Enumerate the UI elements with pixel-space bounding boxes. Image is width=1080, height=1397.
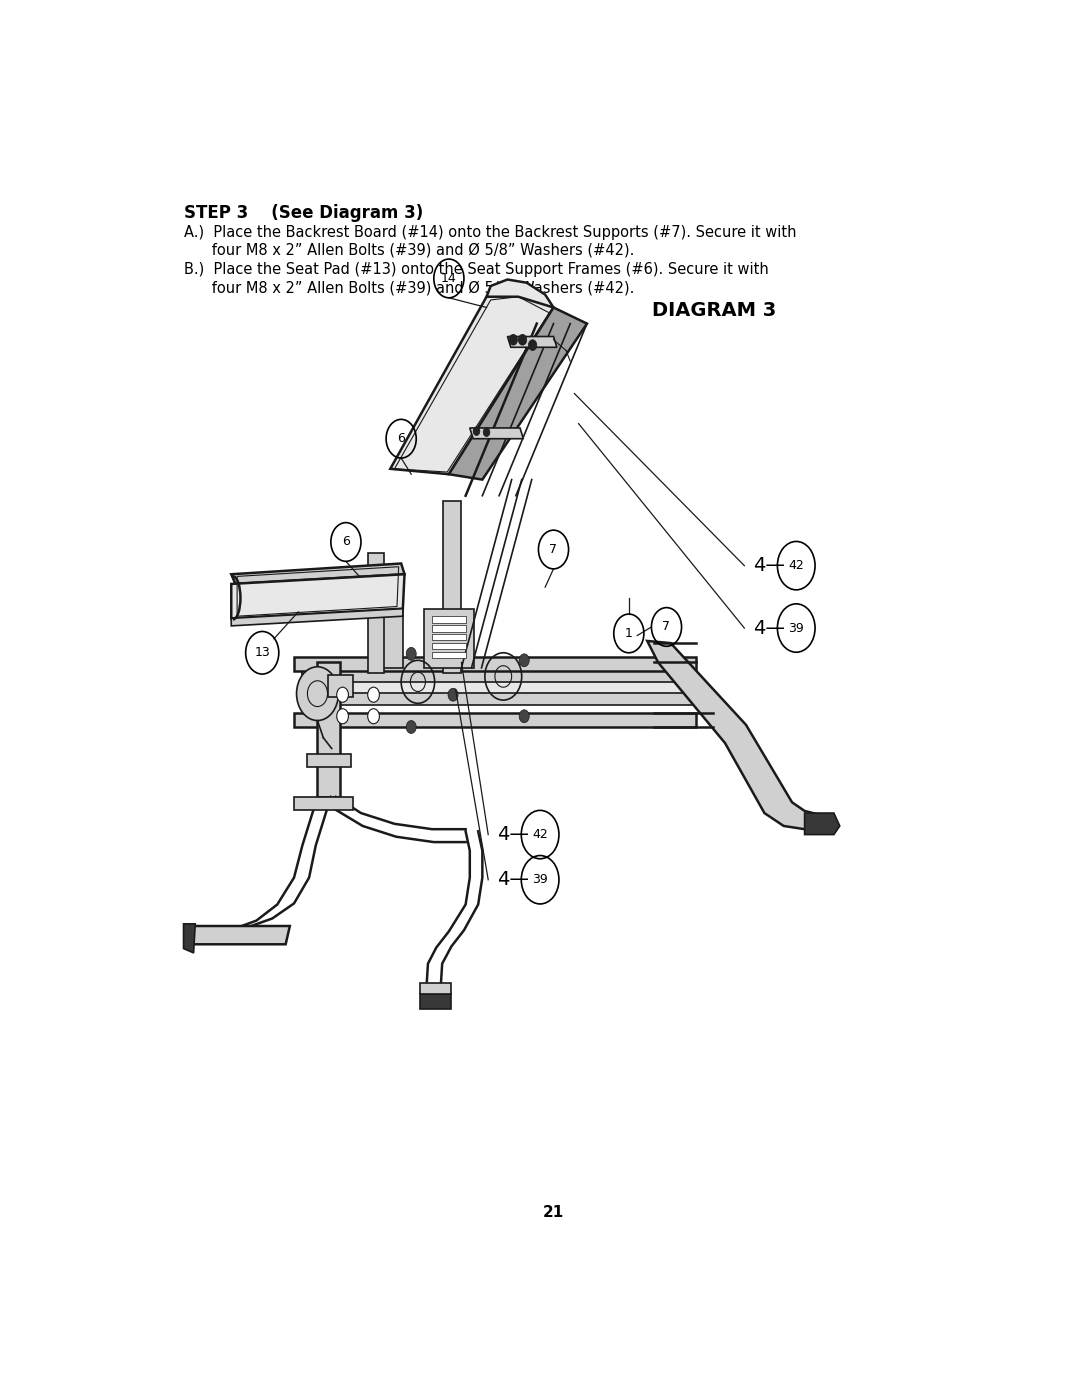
Polygon shape	[420, 993, 451, 1009]
Polygon shape	[294, 657, 696, 671]
Text: B.)  Place the Seat Pad (#13) onto the Seat Support Frames (#6). Secure it with: B.) Place the Seat Pad (#13) onto the Se…	[184, 263, 768, 277]
Polygon shape	[508, 337, 557, 348]
Circle shape	[406, 721, 416, 733]
Text: 21: 21	[543, 1204, 564, 1220]
Polygon shape	[187, 926, 289, 944]
Circle shape	[367, 687, 379, 703]
Text: 6: 6	[397, 432, 405, 446]
Polygon shape	[367, 553, 384, 673]
Polygon shape	[231, 574, 405, 619]
Polygon shape	[432, 643, 465, 650]
Polygon shape	[327, 675, 352, 697]
Polygon shape	[302, 693, 700, 705]
Polygon shape	[432, 616, 465, 623]
Polygon shape	[184, 923, 195, 953]
Circle shape	[406, 647, 416, 661]
Text: four M8 x 2” Allen Bolts (#39) and Ø 5/8” Washers (#42).: four M8 x 2” Allen Bolts (#39) and Ø 5/8…	[184, 281, 634, 296]
Text: 39: 39	[532, 873, 548, 886]
Text: 7: 7	[662, 620, 671, 633]
Polygon shape	[390, 292, 554, 474]
Polygon shape	[432, 634, 465, 640]
Polygon shape	[432, 651, 465, 658]
Text: 42: 42	[532, 828, 548, 841]
Polygon shape	[443, 502, 461, 673]
Circle shape	[367, 708, 379, 724]
Polygon shape	[302, 671, 691, 685]
Polygon shape	[805, 813, 840, 834]
Text: 4—: 4—	[753, 619, 785, 637]
Text: 42: 42	[788, 559, 805, 573]
Circle shape	[483, 427, 490, 437]
Polygon shape	[423, 609, 474, 668]
Polygon shape	[231, 609, 403, 626]
Polygon shape	[231, 563, 405, 584]
Text: 4—: 4—	[497, 826, 528, 844]
Polygon shape	[486, 279, 554, 307]
Circle shape	[519, 710, 529, 722]
Polygon shape	[449, 307, 588, 479]
Text: 7: 7	[550, 543, 557, 556]
Text: STEP 3    (See Diagram 3): STEP 3 (See Diagram 3)	[184, 204, 422, 222]
Polygon shape	[307, 754, 351, 767]
Text: 6: 6	[342, 535, 350, 549]
Text: DIAGRAM 3: DIAGRAM 3	[652, 300, 777, 320]
Circle shape	[337, 687, 349, 703]
Polygon shape	[318, 662, 340, 796]
Circle shape	[509, 334, 517, 345]
Polygon shape	[420, 983, 451, 993]
Polygon shape	[382, 609, 403, 668]
Text: 4—: 4—	[497, 870, 528, 890]
Circle shape	[337, 708, 349, 724]
Text: 14: 14	[441, 272, 457, 285]
Polygon shape	[432, 624, 465, 631]
Polygon shape	[294, 712, 696, 726]
Polygon shape	[302, 661, 688, 673]
Polygon shape	[647, 641, 821, 830]
Text: 4—: 4—	[753, 556, 785, 576]
Circle shape	[518, 334, 527, 345]
Text: 1: 1	[625, 627, 633, 640]
Circle shape	[528, 339, 537, 351]
Circle shape	[297, 666, 338, 721]
Polygon shape	[294, 796, 352, 810]
Text: A.)  Place the Backrest Board (#14) onto the Backrest Supports (#7). Secure it w: A.) Place the Backrest Board (#14) onto …	[184, 225, 796, 240]
Text: four M8 x 2” Allen Bolts (#39) and Ø 5/8” Washers (#42).: four M8 x 2” Allen Bolts (#39) and Ø 5/8…	[184, 243, 634, 258]
Text: 13: 13	[255, 647, 270, 659]
Polygon shape	[470, 427, 524, 439]
Circle shape	[473, 427, 480, 436]
Text: 39: 39	[788, 622, 805, 634]
Polygon shape	[302, 682, 696, 694]
Circle shape	[448, 689, 458, 701]
Circle shape	[519, 654, 529, 666]
